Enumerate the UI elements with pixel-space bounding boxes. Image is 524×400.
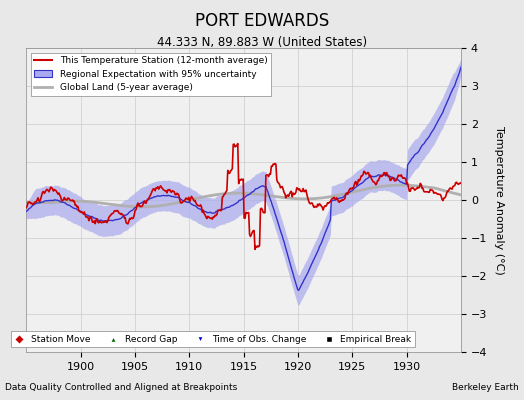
Text: Berkeley Earth: Berkeley Earth: [452, 383, 519, 392]
Text: PORT EDWARDS: PORT EDWARDS: [195, 12, 329, 30]
Y-axis label: Temperature Anomaly (°C): Temperature Anomaly (°C): [494, 126, 504, 274]
Text: Data Quality Controlled and Aligned at Breakpoints: Data Quality Controlled and Aligned at B…: [5, 383, 237, 392]
Text: 44.333 N, 89.883 W (United States): 44.333 N, 89.883 W (United States): [157, 36, 367, 49]
Legend: Station Move, Record Gap, Time of Obs. Change, Empirical Break: Station Move, Record Gap, Time of Obs. C…: [12, 331, 415, 348]
